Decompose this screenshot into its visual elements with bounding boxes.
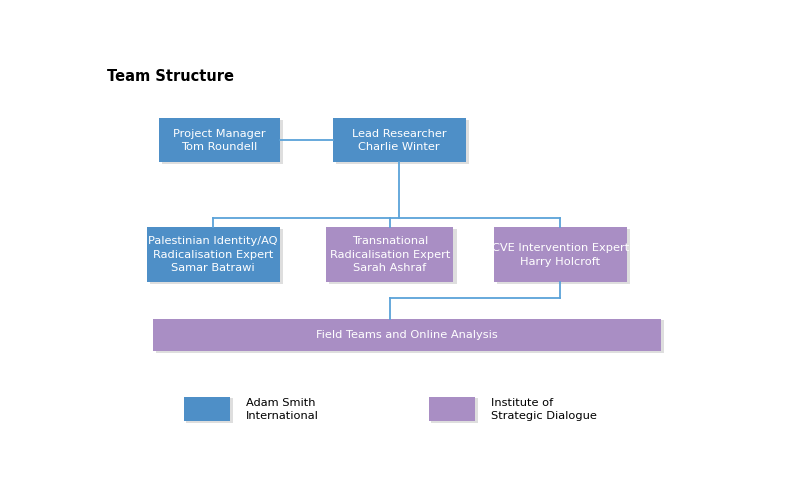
Text: Lead Researcher
Charlie Winter: Lead Researcher Charlie Winter	[352, 129, 446, 152]
FancyBboxPatch shape	[162, 120, 283, 164]
FancyBboxPatch shape	[186, 398, 233, 423]
Text: Adam Smith
International: Adam Smith International	[246, 397, 318, 421]
Text: Transnational
Radicalisation Expert
Sarah Ashraf: Transnational Radicalisation Expert Sara…	[330, 236, 450, 273]
FancyBboxPatch shape	[336, 120, 469, 164]
Text: Palestinian Identity/AQ
Radicalisation Expert
Samar Batrawi: Palestinian Identity/AQ Radicalisation E…	[148, 236, 278, 273]
FancyBboxPatch shape	[330, 229, 457, 284]
FancyBboxPatch shape	[333, 118, 466, 162]
Text: Team Structure: Team Structure	[107, 69, 234, 84]
Text: Project Manager
Tom Roundell: Project Manager Tom Roundell	[173, 129, 266, 152]
FancyBboxPatch shape	[494, 227, 627, 282]
FancyBboxPatch shape	[153, 319, 661, 351]
FancyBboxPatch shape	[150, 229, 283, 284]
FancyBboxPatch shape	[184, 396, 230, 422]
FancyBboxPatch shape	[431, 398, 478, 423]
FancyBboxPatch shape	[159, 118, 280, 162]
Text: CVE Intervention Expert
Harry Holcroft: CVE Intervention Expert Harry Holcroft	[492, 243, 629, 266]
FancyBboxPatch shape	[326, 227, 454, 282]
FancyBboxPatch shape	[429, 396, 475, 422]
Text: Institute of
Strategic Dialogue: Institute of Strategic Dialogue	[490, 397, 597, 421]
FancyBboxPatch shape	[497, 229, 630, 284]
Text: Field Teams and Online Analysis: Field Teams and Online Analysis	[316, 330, 498, 340]
FancyBboxPatch shape	[156, 320, 664, 353]
FancyBboxPatch shape	[146, 227, 280, 282]
